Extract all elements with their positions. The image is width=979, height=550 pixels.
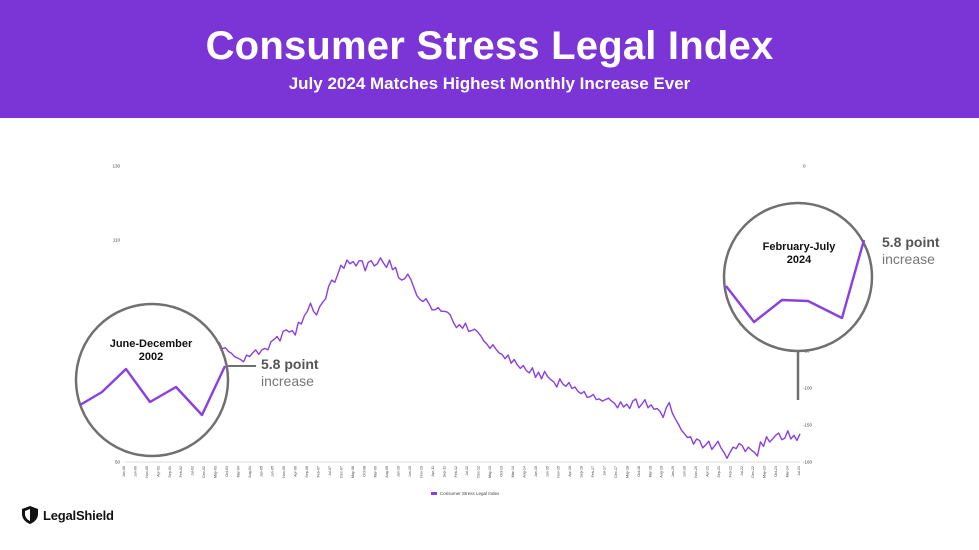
brand-name: LegalShield xyxy=(43,507,114,523)
y-tick-label-left: 110 xyxy=(113,238,121,243)
x-tick-label: Sep-16 xyxy=(580,466,584,478)
y-tick-label-right: -100 xyxy=(803,386,813,391)
x-tick-label: Aug-04 xyxy=(248,466,252,478)
zoom-circle-right xyxy=(722,201,874,353)
x-tick-label: Apr-16 xyxy=(568,466,572,477)
x-tick-label: Apr-06 xyxy=(294,466,298,477)
x-tick-label: Nov-15 xyxy=(557,466,561,478)
x-tick-label: Dec-07 xyxy=(339,466,343,478)
y-tick-label-left: 130 xyxy=(112,164,120,169)
x-tick-label: Dec-22 xyxy=(751,466,755,478)
x-tick-label: Oct-03 xyxy=(225,466,229,477)
x-tick-label: Aug-09 xyxy=(385,466,389,478)
x-tick-label: Jul-07 xyxy=(328,466,332,476)
x-tick-label: Oct-23 xyxy=(774,466,778,477)
x-tick-label: Oct-08 xyxy=(362,466,366,477)
legend-label: Consumer Stress Legal Index xyxy=(440,491,500,496)
x-tick-label: May-13 xyxy=(488,466,492,478)
x-tick-label: Nov-00 xyxy=(145,466,149,478)
page-subtitle: July 2024 Matches Highest Monthly Increa… xyxy=(288,74,691,93)
x-tick-label: Sep-06 xyxy=(305,466,309,478)
x-tick-label: May-08 xyxy=(351,466,355,478)
x-tick-label: May-18 xyxy=(625,466,629,478)
callout-left-label: June-December 2002 xyxy=(96,338,206,364)
x-tick-label: Feb-12 xyxy=(454,466,458,477)
shield-icon xyxy=(22,506,38,524)
page-title: Consumer Stress Legal Index xyxy=(205,24,774,68)
callout-right-change: 5.8 point xyxy=(882,234,940,250)
x-tick-label: Sep-01 xyxy=(168,466,172,478)
x-tick-label: Apr-11 xyxy=(431,466,435,477)
zoom-series-line-right xyxy=(725,239,866,324)
x-tick-label: Apr-21 xyxy=(705,466,709,477)
x-tick-label: Sep-11 xyxy=(442,466,446,477)
x-tick-label: May-23 xyxy=(763,466,767,478)
x-tick-label: Jul-24 xyxy=(797,466,801,476)
callout-left-change-word: increase xyxy=(261,373,314,389)
x-tick-label: Jun-15 xyxy=(545,466,549,477)
callout-right-change-word: increase xyxy=(882,251,935,267)
x-tick-label: Jan-00 xyxy=(122,466,126,477)
x-tick-label: Apr-01 xyxy=(156,466,160,477)
x-tick-label: Jul-17 xyxy=(603,466,607,476)
y-tick-label-right: -150 xyxy=(803,423,813,428)
x-tick-label: Jan-20 xyxy=(671,466,675,477)
zoom-series-line-left xyxy=(79,365,227,417)
x-tick-label: Jun-05 xyxy=(271,466,275,477)
y-tick-label-right: -160 xyxy=(803,460,813,465)
x-tick-label: Jun-20 xyxy=(683,466,687,477)
x-tick-label: Dec-12 xyxy=(477,466,481,478)
x-tick-label: Oct-18 xyxy=(637,466,641,477)
x-tick-label: Jun-00 xyxy=(133,466,137,477)
x-tick-label: Mar-19 xyxy=(648,466,652,477)
x-tick-label: Feb-02 xyxy=(179,466,183,477)
callout-right-label-line2: 2024 xyxy=(786,254,812,266)
x-tick-label: Dec-02 xyxy=(202,466,206,478)
x-tick-label: May-03 xyxy=(214,466,218,478)
x-tick-label: Jul-02 xyxy=(191,466,195,476)
callout-left-label-line2: 2002 xyxy=(138,351,164,363)
x-tick-label: Aug-14 xyxy=(522,466,526,478)
x-tick-label: Feb-17 xyxy=(591,466,595,477)
callout-left-change: 5.8 point xyxy=(261,356,319,372)
x-tick-label: Nov-10 xyxy=(419,466,423,478)
x-tick-label: Feb-22 xyxy=(728,466,732,477)
x-tick-label: Dec-17 xyxy=(614,466,618,478)
y-tick-label-left: 50 xyxy=(115,460,121,465)
line-chart: Jan-00 Jun-00 Nov-00 Apr-01 Sep-01 Feb-02 Jul-… xyxy=(74,164,874,496)
callout-right-label-line1: February-July xyxy=(762,241,836,253)
callout-left-label-line1: June-December xyxy=(109,338,193,350)
x-tick-label: Jul-12 xyxy=(465,466,469,476)
x-tick-label: Nov-20 xyxy=(694,466,698,478)
x-tick-label: Mar-14 xyxy=(511,466,515,477)
header-banner: Consumer Stress Legal Index July 2024 Ma… xyxy=(0,0,979,118)
x-tick-label: Aug-19 xyxy=(660,466,664,478)
x-tick-label: Mar-04 xyxy=(236,466,240,477)
x-tick-label: Jul-22 xyxy=(740,466,744,476)
series-line-consumer-stress-legal-index xyxy=(124,257,801,459)
x-tick-label: Sep-21 xyxy=(717,466,721,478)
x-tick-label: Jan-05 xyxy=(259,466,263,477)
x-tick-label: Feb-07 xyxy=(316,466,320,477)
y-tick-label-right: 0 xyxy=(803,164,806,169)
callout-right-label: February-July 2024 xyxy=(744,241,854,267)
brand-logo: LegalShield xyxy=(22,506,114,524)
x-tick-label: Mar-09 xyxy=(374,466,378,477)
x-tick-label: Jan-15 xyxy=(534,466,538,477)
x-tick-label: Jun-10 xyxy=(408,466,412,477)
x-tick-label: Oct-13 xyxy=(500,466,504,477)
x-tick-label: Jan-10 xyxy=(397,466,401,477)
x-tick-label: Nov-05 xyxy=(282,466,286,478)
x-tick-label: Mar-24 xyxy=(786,466,790,477)
legend-swatch xyxy=(431,492,437,495)
zoom-circle-left xyxy=(74,302,230,458)
